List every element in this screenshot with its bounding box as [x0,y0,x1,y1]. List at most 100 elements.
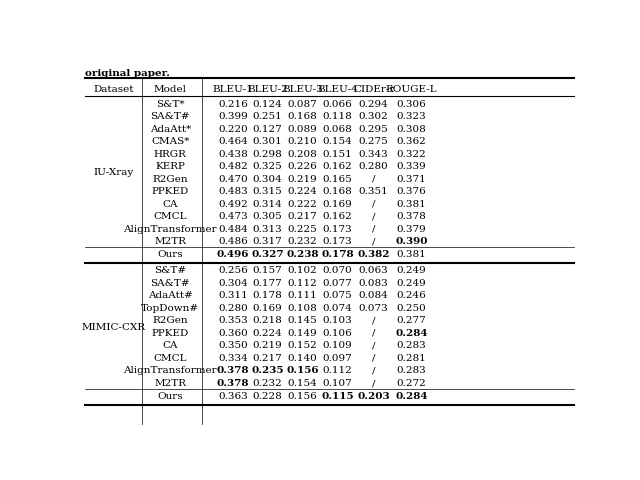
Text: 0.156: 0.156 [286,367,319,375]
Text: 0.378: 0.378 [396,212,426,221]
Text: 0.275: 0.275 [359,137,388,146]
Text: Dataset: Dataset [93,85,134,94]
Text: 0.298: 0.298 [253,150,282,158]
Text: 0.074: 0.074 [323,304,352,313]
Text: 0.165: 0.165 [323,175,352,184]
Text: 0.327: 0.327 [251,250,284,259]
Text: 0.220: 0.220 [218,125,248,133]
Text: 0.343: 0.343 [359,150,388,158]
Text: 0.492: 0.492 [218,200,248,209]
Text: 0.219: 0.219 [288,175,317,184]
Text: 0.280: 0.280 [218,304,248,313]
Text: 0.482: 0.482 [218,162,248,171]
Text: 0.484: 0.484 [218,225,248,234]
Text: 0.325: 0.325 [253,162,282,171]
Text: 0.280: 0.280 [359,162,388,171]
Text: 0.438: 0.438 [218,150,248,158]
Text: /: / [372,225,376,234]
Text: 0.313: 0.313 [253,225,282,234]
Text: 0.118: 0.118 [323,112,352,121]
Text: BLEU-4: BLEU-4 [317,85,358,94]
Text: 0.173: 0.173 [323,237,352,246]
Text: SA&T#: SA&T# [150,112,190,121]
Text: 0.228: 0.228 [253,392,282,401]
Text: IU-Xray: IU-Xray [93,168,134,177]
Text: BLEU-2: BLEU-2 [247,85,288,94]
Text: /: / [372,175,376,184]
Text: PPKED: PPKED [152,187,189,196]
Text: 0.169: 0.169 [323,200,352,209]
Text: M2TR: M2TR [154,379,186,388]
Text: 0.112: 0.112 [288,279,317,288]
Text: 0.087: 0.087 [288,99,317,108]
Text: BLEU-1: BLEU-1 [212,85,253,94]
Text: 0.323: 0.323 [396,112,426,121]
Text: 0.156: 0.156 [288,392,317,401]
Text: 0.070: 0.070 [323,266,352,276]
Text: BLEU-3: BLEU-3 [282,85,323,94]
Text: R2Gen: R2Gen [152,316,188,325]
Text: 0.225: 0.225 [288,225,317,234]
Text: 0.178: 0.178 [253,291,282,300]
Text: 0.277: 0.277 [396,316,426,325]
Text: 0.106: 0.106 [323,329,352,338]
Text: Ours: Ours [157,392,183,401]
Text: 0.089: 0.089 [288,125,317,133]
Text: 0.140: 0.140 [288,354,317,363]
Text: 0.381: 0.381 [396,200,426,209]
Text: MIMIC-CXR: MIMIC-CXR [82,323,146,332]
Text: 0.360: 0.360 [218,329,248,338]
Text: 0.111: 0.111 [288,291,317,300]
Text: /: / [372,354,376,363]
Text: HRGR: HRGR [154,150,187,158]
Text: 0.084: 0.084 [359,291,388,300]
Text: 0.315: 0.315 [253,187,282,196]
Text: 0.115: 0.115 [321,392,354,401]
Text: SA&T#: SA&T# [150,279,190,288]
Text: 0.238: 0.238 [287,250,319,259]
Text: 0.157: 0.157 [253,266,282,276]
Text: 0.470: 0.470 [218,175,248,184]
Text: 0.353: 0.353 [218,316,248,325]
Text: 0.249: 0.249 [396,266,426,276]
Text: 0.308: 0.308 [396,125,426,133]
Text: 0.256: 0.256 [218,266,248,276]
Text: 0.379: 0.379 [396,225,426,234]
Text: 0.217: 0.217 [288,212,317,221]
Text: 0.381: 0.381 [396,250,426,259]
Text: 0.112: 0.112 [323,367,352,375]
Text: 0.294: 0.294 [359,99,388,108]
Text: /: / [372,341,376,350]
Text: 0.350: 0.350 [218,341,248,350]
Text: 0.363: 0.363 [218,392,248,401]
Text: 0.152: 0.152 [288,341,317,350]
Text: 0.162: 0.162 [323,162,352,171]
Text: 0.173: 0.173 [323,225,352,234]
Text: 0.284: 0.284 [395,329,428,338]
Text: CA: CA [163,341,178,350]
Text: CIDEr-r: CIDEr-r [353,85,394,94]
Text: 0.464: 0.464 [218,137,248,146]
Text: 0.235: 0.235 [252,367,284,375]
Text: 0.151: 0.151 [323,150,352,158]
Text: 0.317: 0.317 [253,237,282,246]
Text: AdaAtt*: AdaAtt* [150,125,191,133]
Text: 0.272: 0.272 [396,379,426,388]
Text: 0.304: 0.304 [253,175,282,184]
Text: 0.145: 0.145 [288,316,317,325]
Text: 0.077: 0.077 [323,279,352,288]
Text: 0.217: 0.217 [253,354,282,363]
Text: 0.232: 0.232 [288,237,317,246]
Text: 0.232: 0.232 [253,379,282,388]
Text: 0.382: 0.382 [357,250,390,259]
Text: 0.124: 0.124 [253,99,282,108]
Text: 0.107: 0.107 [323,379,352,388]
Text: PPKED: PPKED [152,329,189,338]
Text: 0.154: 0.154 [288,379,317,388]
Text: 0.169: 0.169 [253,304,282,313]
Text: /: / [372,237,376,246]
Text: 0.154: 0.154 [323,137,352,146]
Text: 0.283: 0.283 [396,341,426,350]
Text: 0.177: 0.177 [253,279,282,288]
Text: /: / [372,329,376,338]
